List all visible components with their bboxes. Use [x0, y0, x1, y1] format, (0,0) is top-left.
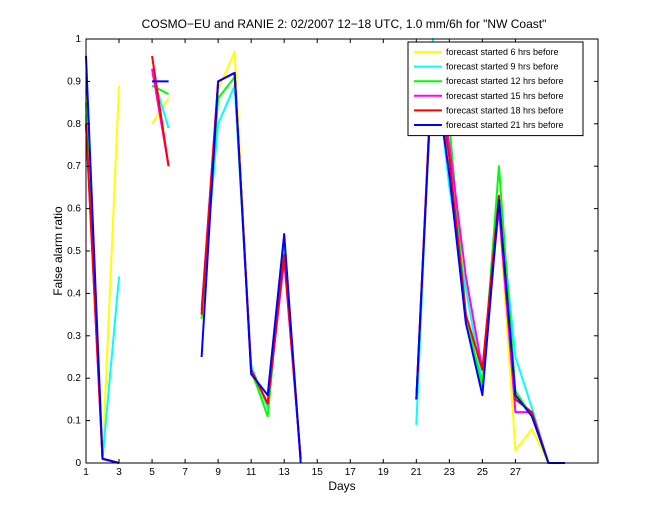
legend-entry: forecast started 12 hrs before — [446, 76, 564, 86]
x-tick-label: 25 — [477, 467, 489, 478]
y-tick-label: 0.4 — [67, 288, 81, 299]
x-tick-label: 17 — [345, 467, 357, 478]
chart-title: COSMO−EU and RANIE 2: 02/2007 12−18 UTC,… — [142, 17, 547, 31]
y-tick-label: 1 — [75, 34, 81, 45]
y-tick-label: 0.5 — [67, 246, 81, 257]
axis-ticks: 1 3 5 7 9 11 13 15 17 19 21 23 25 2700.10.20.30.40.50… — [67, 34, 598, 478]
legend-box — [407, 41, 584, 137]
x-tick-label: 11 — [246, 467, 257, 478]
x-axis-label: Days — [328, 479, 355, 493]
y-tick-label: 0.7 — [67, 161, 81, 172]
x-tick-label: 27 — [510, 467, 522, 478]
legend: forecast started 6 hrs before forecast st… — [407, 41, 584, 137]
x-tick-label: 21 — [411, 467, 423, 478]
y-tick-label: 0.8 — [67, 119, 81, 130]
y-tick-label: 0.6 — [67, 204, 81, 215]
y-tick-label: 0.2 — [67, 373, 81, 384]
legend-entry: forecast started 21 hrs before — [446, 120, 564, 130]
legend-entry: forecast started 18 hrs before — [446, 105, 564, 115]
y-tick-label: 0.9 — [67, 76, 81, 87]
x-tick-label: 5 — [149, 467, 155, 478]
x-tick-label: 9 — [215, 467, 221, 478]
x-tick-label: 13 — [279, 467, 291, 478]
y-tick-label: 0.3 — [67, 331, 81, 342]
series-line-5 — [151, 55, 170, 167]
y-axis-label: False alarm ratio — [51, 206, 65, 296]
series-line-1 — [85, 85, 121, 460]
x-tick-label: 23 — [444, 467, 456, 478]
x-tick-label: 3 — [116, 467, 122, 478]
x-tick-label: 1 — [83, 467, 89, 478]
x-tick-label: 19 — [378, 467, 390, 478]
legend-entry: forecast started 6 hrs before — [446, 47, 559, 57]
y-tick-label: 0 — [75, 458, 81, 469]
legend-entry: forecast started 9 hrs before — [446, 62, 559, 72]
x-tick-label: 15 — [312, 467, 324, 478]
y-tick-label: 0.1 — [67, 416, 81, 427]
x-tick-label: 7 — [182, 467, 188, 478]
series-line-6 — [200, 71, 302, 464]
series-line-6 — [85, 55, 120, 464]
legend-entry: forecast started 15 hrs before — [446, 91, 564, 101]
